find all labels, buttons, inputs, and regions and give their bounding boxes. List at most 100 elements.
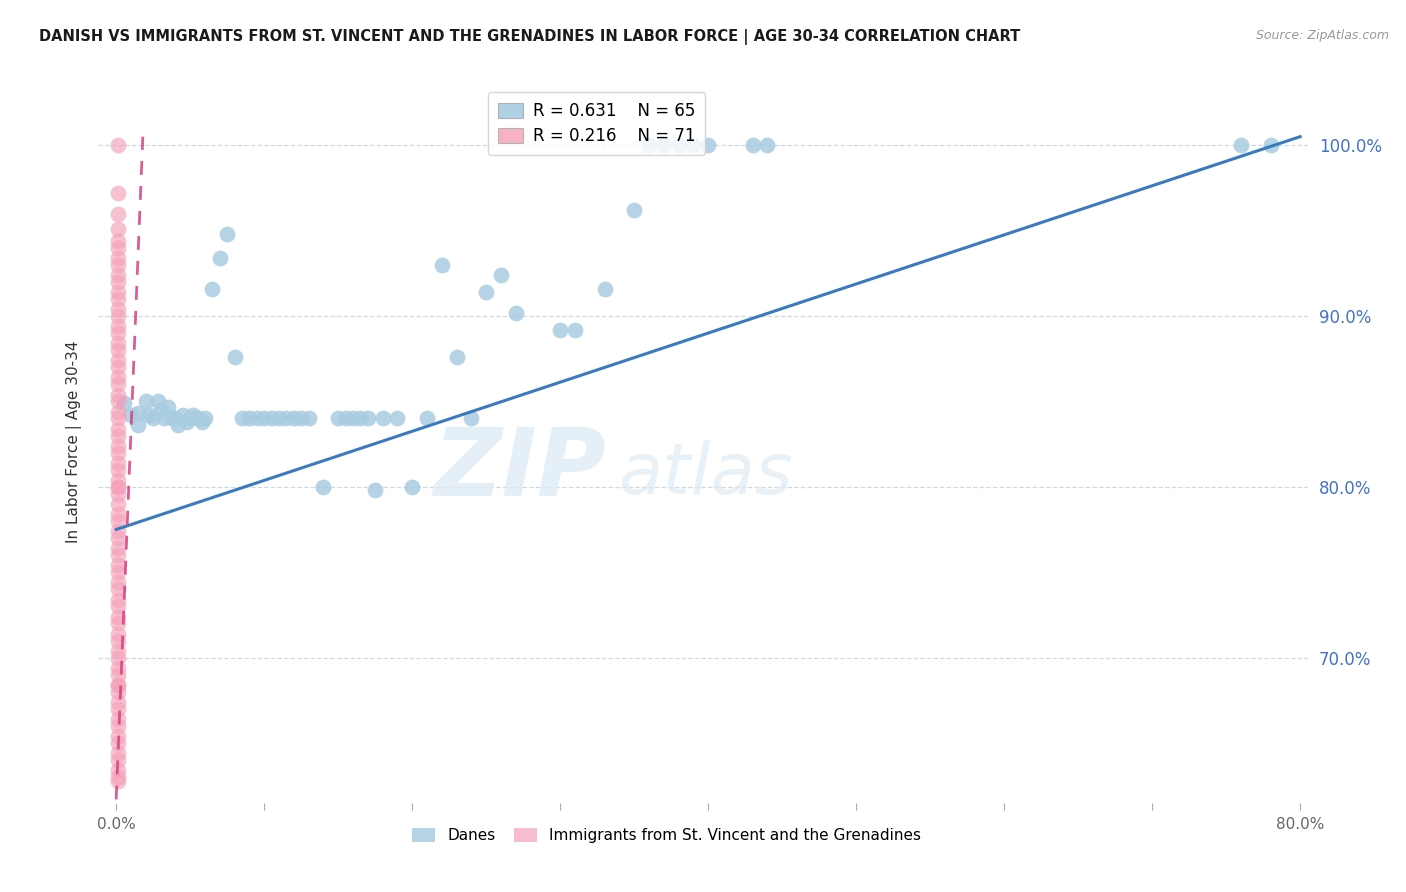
Point	[107, 422, 129, 436]
Point	[107, 558, 129, 573]
Point	[107, 445, 129, 459]
Point	[107, 592, 129, 607]
Point	[489, 268, 512, 282]
Point	[107, 719, 129, 733]
Point	[176, 415, 198, 429]
Point	[246, 411, 269, 425]
Point	[107, 309, 129, 323]
Point	[297, 411, 319, 425]
Point	[135, 394, 157, 409]
Point	[107, 186, 129, 200]
Point	[107, 473, 129, 487]
Point	[167, 418, 190, 433]
Point	[107, 343, 129, 358]
Point	[107, 753, 129, 767]
Point	[107, 206, 129, 220]
Point	[107, 609, 129, 624]
Point	[165, 411, 187, 425]
Point	[430, 258, 453, 272]
Point	[107, 428, 129, 442]
Point	[335, 411, 357, 425]
Point	[231, 411, 253, 425]
Point	[107, 463, 129, 477]
Point	[152, 411, 174, 425]
Point	[371, 411, 394, 425]
Point	[1230, 138, 1253, 153]
Point	[107, 353, 129, 368]
Point	[127, 418, 149, 433]
Point	[138, 408, 160, 422]
Point	[697, 138, 720, 153]
Point	[107, 480, 129, 494]
Point	[107, 565, 129, 579]
Point	[107, 514, 129, 528]
Point	[107, 486, 129, 500]
Point	[387, 411, 409, 425]
Point	[475, 285, 498, 299]
Point	[107, 336, 129, 351]
Point	[107, 729, 129, 743]
Text: ZIP: ZIP	[433, 425, 606, 516]
Point	[107, 702, 129, 716]
Point	[652, 138, 675, 153]
Point	[224, 350, 246, 364]
Point	[446, 350, 468, 364]
Point	[342, 411, 364, 425]
Point	[593, 282, 616, 296]
Point	[107, 773, 129, 788]
Point	[276, 411, 298, 425]
Point	[107, 644, 129, 658]
Point	[107, 360, 129, 375]
Point	[146, 394, 169, 409]
Point	[201, 282, 224, 296]
Point	[107, 650, 129, 665]
Point	[107, 712, 129, 726]
Text: Source: ZipAtlas.com: Source: ZipAtlas.com	[1256, 29, 1389, 42]
Point	[682, 138, 704, 153]
Point	[107, 285, 129, 299]
Point	[357, 411, 380, 425]
Point	[187, 411, 209, 425]
Point	[312, 480, 335, 494]
Point	[107, 302, 129, 317]
Point	[107, 241, 129, 255]
Point	[107, 678, 129, 692]
Point	[349, 411, 371, 425]
Point	[107, 394, 129, 409]
Point	[181, 408, 204, 422]
Text: atlas: atlas	[619, 440, 793, 508]
Point	[107, 764, 129, 778]
Point	[107, 222, 129, 236]
Point	[107, 626, 129, 640]
Point	[179, 411, 201, 425]
Legend: Danes, Immigrants from St. Vincent and the Grenadines: Danes, Immigrants from St. Vincent and t…	[406, 822, 928, 849]
Point	[107, 548, 129, 562]
Point	[107, 746, 129, 760]
Point	[107, 599, 129, 614]
Point	[191, 415, 214, 429]
Point	[107, 695, 129, 709]
Point	[107, 275, 129, 289]
Point	[107, 582, 129, 597]
Point	[156, 400, 179, 414]
Point	[283, 411, 305, 425]
Point	[142, 411, 165, 425]
Point	[217, 227, 239, 241]
Point	[107, 667, 129, 681]
Point	[107, 480, 129, 494]
Point	[107, 633, 129, 648]
Point	[638, 138, 661, 153]
Point	[267, 411, 290, 425]
Point	[756, 138, 779, 153]
Point	[149, 403, 172, 417]
Point	[238, 411, 260, 425]
Point	[401, 480, 423, 494]
Point	[107, 678, 129, 692]
Point	[107, 292, 129, 306]
Point	[741, 138, 763, 153]
Point	[194, 411, 217, 425]
Point	[107, 497, 129, 511]
Point	[107, 531, 129, 545]
Point	[107, 770, 129, 784]
Point	[107, 685, 129, 699]
